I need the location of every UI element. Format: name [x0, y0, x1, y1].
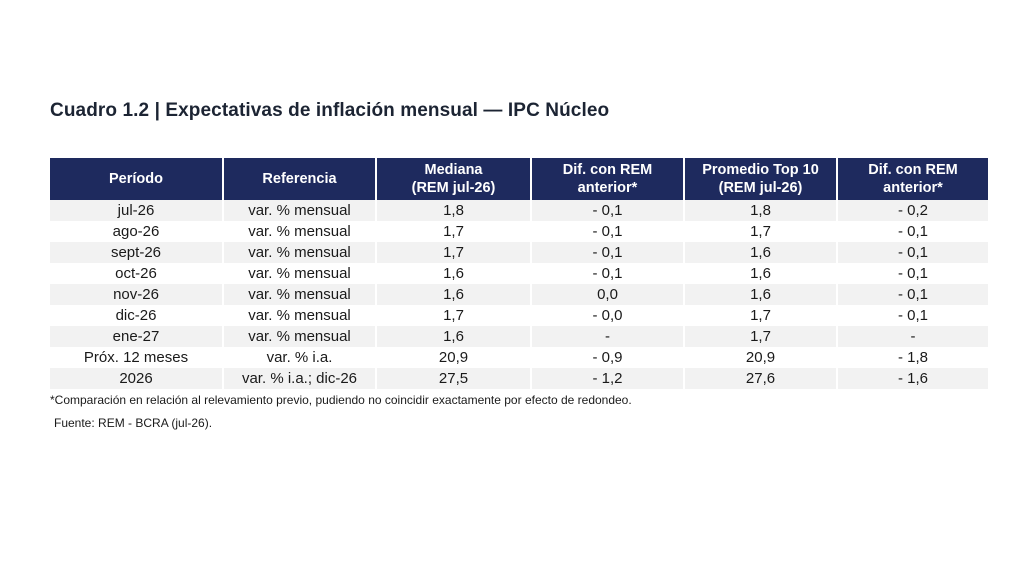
cell-periodo: Próx. 12 meses	[50, 347, 224, 368]
header-text-line: anterior*	[577, 180, 638, 196]
cell-mediana: 1,8	[375, 200, 532, 221]
table-body: jul-26 var. % mensual 1,8- 0,1 1,8- 0,2 ago-…	[50, 200, 988, 389]
cell-dif-mediana: -	[530, 326, 685, 347]
cell-referencia: var. % mensual	[222, 221, 377, 242]
table-row: ago-26 var. % mensual 1,7- 0,1 1,7- 0,1	[50, 221, 988, 242]
header-text-line: Referencia	[262, 171, 337, 187]
cell-periodo: ene-27	[50, 326, 224, 347]
cell-periodo: nov-26	[50, 284, 224, 305]
cell-promedio-top10: 27,6	[683, 368, 838, 389]
header-periodo: Período	[50, 158, 224, 200]
cell-dif-top10: -	[836, 326, 988, 347]
header-dif-top10: Dif. con REM anterior*	[836, 158, 988, 200]
cell-mediana: 20,9	[375, 347, 532, 368]
cell-promedio-top10: 20,9	[683, 347, 838, 368]
cell-mediana: 1,6	[375, 263, 532, 284]
cell-mediana: 1,7	[375, 305, 532, 326]
cell-periodo: jul-26	[50, 200, 224, 221]
table-row: oct-26 var. % mensual 1,6- 0,1 1,6- 0,1	[50, 263, 988, 284]
source-note: Fuente: REM - BCRA (jul-26).	[54, 416, 213, 430]
cell-periodo: 2026	[50, 368, 224, 389]
cell-mediana: 1,7	[375, 221, 532, 242]
cell-dif-mediana: - 0,1	[530, 263, 685, 284]
cell-dif-top10: - 0,1	[836, 284, 988, 305]
cell-dif-mediana: - 0,1	[530, 221, 685, 242]
header-row: Período Referencia Mediana (REM jul-26) Dif.…	[50, 158, 988, 200]
table-row: sept-26 var. % mensual 1,7- 0,1 1,6- 0,1	[50, 242, 988, 263]
cell-dif-mediana: - 0,9	[530, 347, 685, 368]
cell-mediana: 1,6	[375, 326, 532, 347]
cell-dif-top10: - 1,6	[836, 368, 988, 389]
table-title: Cuadro 1.2 | Expectativas de inflación m…	[50, 100, 610, 121]
table-row: 2026 var. % i.a.; dic-26 27,5- 1,2 27,6- 1,…	[50, 368, 988, 389]
cell-dif-mediana: - 1,2	[530, 368, 685, 389]
cell-promedio-top10: 1,8	[683, 200, 838, 221]
table-row: nov-26 var. % mensual 1,6 0,0 1,6- 0,1	[50, 284, 988, 305]
table-row: jul-26 var. % mensual 1,8- 0,1 1,8- 0,2	[50, 200, 988, 221]
cell-referencia: var. % i.a.	[222, 347, 377, 368]
cell-referencia: var. % mensual	[222, 200, 377, 221]
cell-dif-mediana: 0,0	[530, 284, 685, 305]
header-text-line: Período	[109, 171, 163, 187]
cell-mediana: 27,5	[375, 368, 532, 389]
header-promedio-top10: Promedio Top 10 (REM jul-26)	[683, 158, 838, 200]
header-text-line: Promedio Top 10	[702, 162, 819, 178]
cell-dif-mediana: - 0,1	[530, 242, 685, 263]
header-text-line: anterior*	[883, 180, 943, 196]
cell-dif-top10: - 0,2	[836, 200, 988, 221]
footnote: *Comparación en relación al relevamiento…	[50, 393, 632, 407]
cell-promedio-top10: 1,6	[683, 242, 838, 263]
cell-dif-top10: - 1,8	[836, 347, 988, 368]
header-referencia: Referencia	[222, 158, 377, 200]
cell-referencia: var. % mensual	[222, 284, 377, 305]
cell-promedio-top10: 1,6	[683, 284, 838, 305]
cell-referencia: var. % mensual	[222, 263, 377, 284]
table-row: Próx. 12 meses var. % i.a. 20,9- 0,9 20,9- …	[50, 347, 988, 368]
inflation-expectations-table: Período Referencia Mediana (REM jul-26) Dif.…	[50, 158, 988, 389]
cell-periodo: oct-26	[50, 263, 224, 284]
table-header: Período Referencia Mediana (REM jul-26) Dif.…	[50, 158, 988, 200]
header-dif-mediana: Dif. con REM anterior*	[530, 158, 685, 200]
cell-referencia: var. % mensual	[222, 305, 377, 326]
cell-mediana: 1,7	[375, 242, 532, 263]
table-row: ene-27 var. % mensual 1,6-1,7-	[50, 326, 988, 347]
cell-dif-mediana: - 0,1	[530, 200, 685, 221]
cell-mediana: 1,6	[375, 284, 532, 305]
header-text-line: Mediana	[424, 162, 483, 178]
cell-dif-top10: - 0,1	[836, 263, 988, 284]
cell-promedio-top10: 1,7	[683, 305, 838, 326]
cell-periodo: dic-26	[50, 305, 224, 326]
cell-promedio-top10: 1,7	[683, 326, 838, 347]
cell-dif-mediana: - 0,0	[530, 305, 685, 326]
header-text-line: Dif. con REM	[562, 162, 653, 178]
cell-dif-top10: - 0,1	[836, 242, 988, 263]
header-text-line: Dif. con REM	[868, 162, 958, 178]
cell-promedio-top10: 1,7	[683, 221, 838, 242]
cell-periodo: sept-26	[50, 242, 224, 263]
cell-dif-top10: - 0,1	[836, 221, 988, 242]
cell-periodo: ago-26	[50, 221, 224, 242]
cell-promedio-top10: 1,6	[683, 263, 838, 284]
table-row: dic-26 var. % mensual 1,7- 0,0 1,7- 0,1	[50, 305, 988, 326]
header-text-line: (REM jul-26)	[718, 180, 803, 196]
cell-referencia: var. % mensual	[222, 242, 377, 263]
cell-dif-top10: - 0,1	[836, 305, 988, 326]
header-text-line: (REM jul-26)	[411, 180, 496, 196]
cell-referencia: var. % i.a.; dic-26	[222, 368, 377, 389]
cell-referencia: var. % mensual	[222, 326, 377, 347]
header-mediana: Mediana (REM jul-26)	[375, 158, 532, 200]
